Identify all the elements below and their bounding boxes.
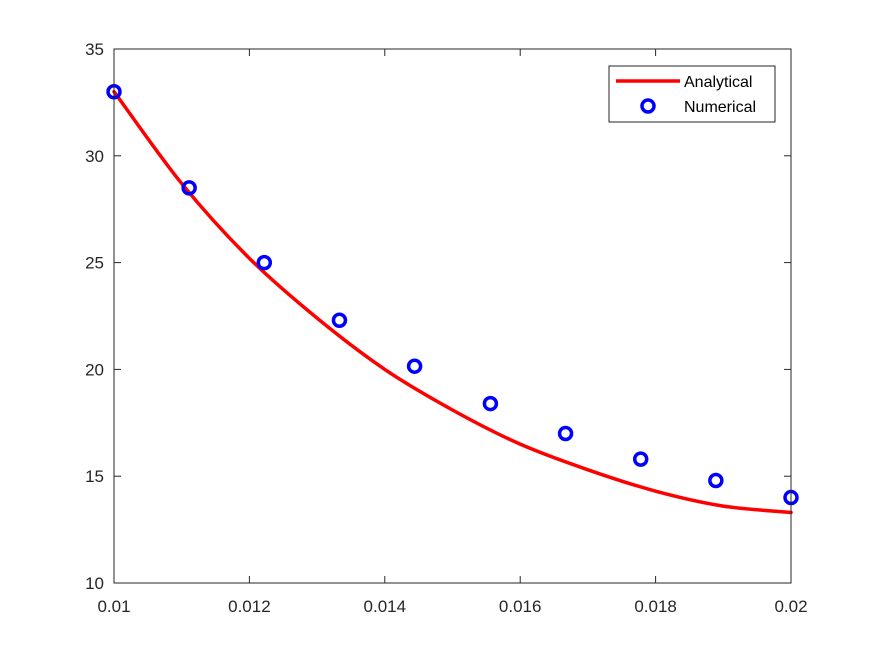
x-tick-label: 0.02 <box>774 597 807 616</box>
legend: Analytical Numerical <box>608 65 776 123</box>
y-tick-label: 10 <box>85 574 104 593</box>
x-tick-label: 0.012 <box>228 597 271 616</box>
numerical-point <box>557 425 574 442</box>
y-tick-label: 20 <box>85 360 104 379</box>
numerical-point <box>181 180 197 196</box>
axes-box <box>113 48 792 584</box>
legend-label-analytical: Analytical <box>684 74 752 91</box>
y-tick-label: 35 <box>85 40 104 59</box>
legend-label-numerical: Numerical <box>684 99 756 116</box>
legend-box <box>608 65 776 123</box>
y-tick-label: 30 <box>85 147 104 166</box>
y-tick-label: 25 <box>85 254 104 273</box>
numerical-point <box>256 254 273 271</box>
x-tick-label: 0.01 <box>97 597 130 616</box>
axes: 0.01 0.012 0.014 0.016 0.018 0.02 10 15 20 25 30 35 <box>85 40 807 616</box>
x-tick-label: 0.016 <box>499 597 542 616</box>
numerical-point <box>406 358 423 374</box>
numerical-point <box>708 472 724 489</box>
analytical-line <box>112 89 793 515</box>
y-tick-label: 15 <box>85 467 104 486</box>
numerical-point <box>482 395 499 412</box>
numerical-point <box>331 312 348 329</box>
legend-swatch-numerical <box>640 98 656 114</box>
x-tick-label: 0.018 <box>634 597 677 616</box>
numerical-point <box>632 451 649 467</box>
x-tick-label: 0.014 <box>364 597 407 616</box>
